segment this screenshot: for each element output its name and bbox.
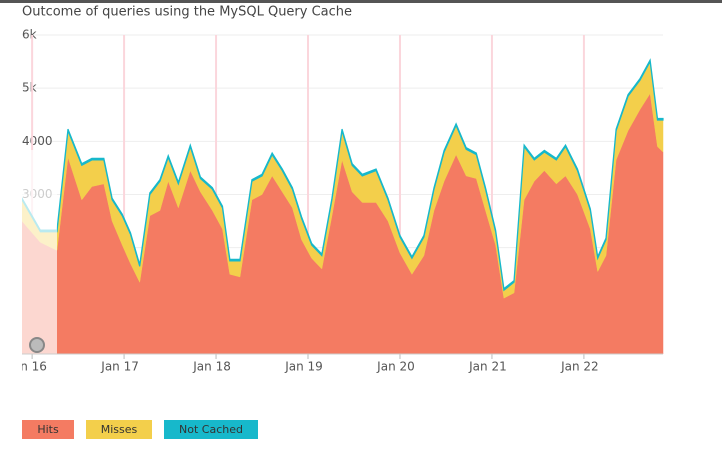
x-tick-label: Jan 16 xyxy=(8,360,47,374)
legend-swatch xyxy=(86,420,152,439)
legend-label: Hits xyxy=(37,423,59,436)
legend-label: Not Cached xyxy=(179,423,243,436)
y-tick-label: 5k xyxy=(22,81,37,95)
x-tick-label: Jan 20 xyxy=(376,360,415,374)
x-tick-label: Jan 21 xyxy=(468,360,507,374)
legend-swatch xyxy=(164,420,258,439)
top-border xyxy=(0,0,722,3)
range-overlay xyxy=(22,150,57,354)
x-tick-label: Jan 17 xyxy=(100,360,139,374)
chart-title: Outcome of queries using the MySQL Query… xyxy=(22,5,352,20)
x-tick-label: Jan 19 xyxy=(284,360,323,374)
y-tick-label: 6k xyxy=(22,28,37,42)
x-tick-label: Jan 18 xyxy=(192,360,231,374)
range-handle xyxy=(29,337,45,353)
legend-label: Misses xyxy=(101,423,138,436)
legend: Hits Misses Not Cached xyxy=(22,420,258,439)
y-tick-label: 4000 xyxy=(22,134,53,148)
x-tick-label: Jan 22 xyxy=(560,360,599,374)
area xyxy=(22,58,664,292)
legend-swatch xyxy=(22,420,74,439)
